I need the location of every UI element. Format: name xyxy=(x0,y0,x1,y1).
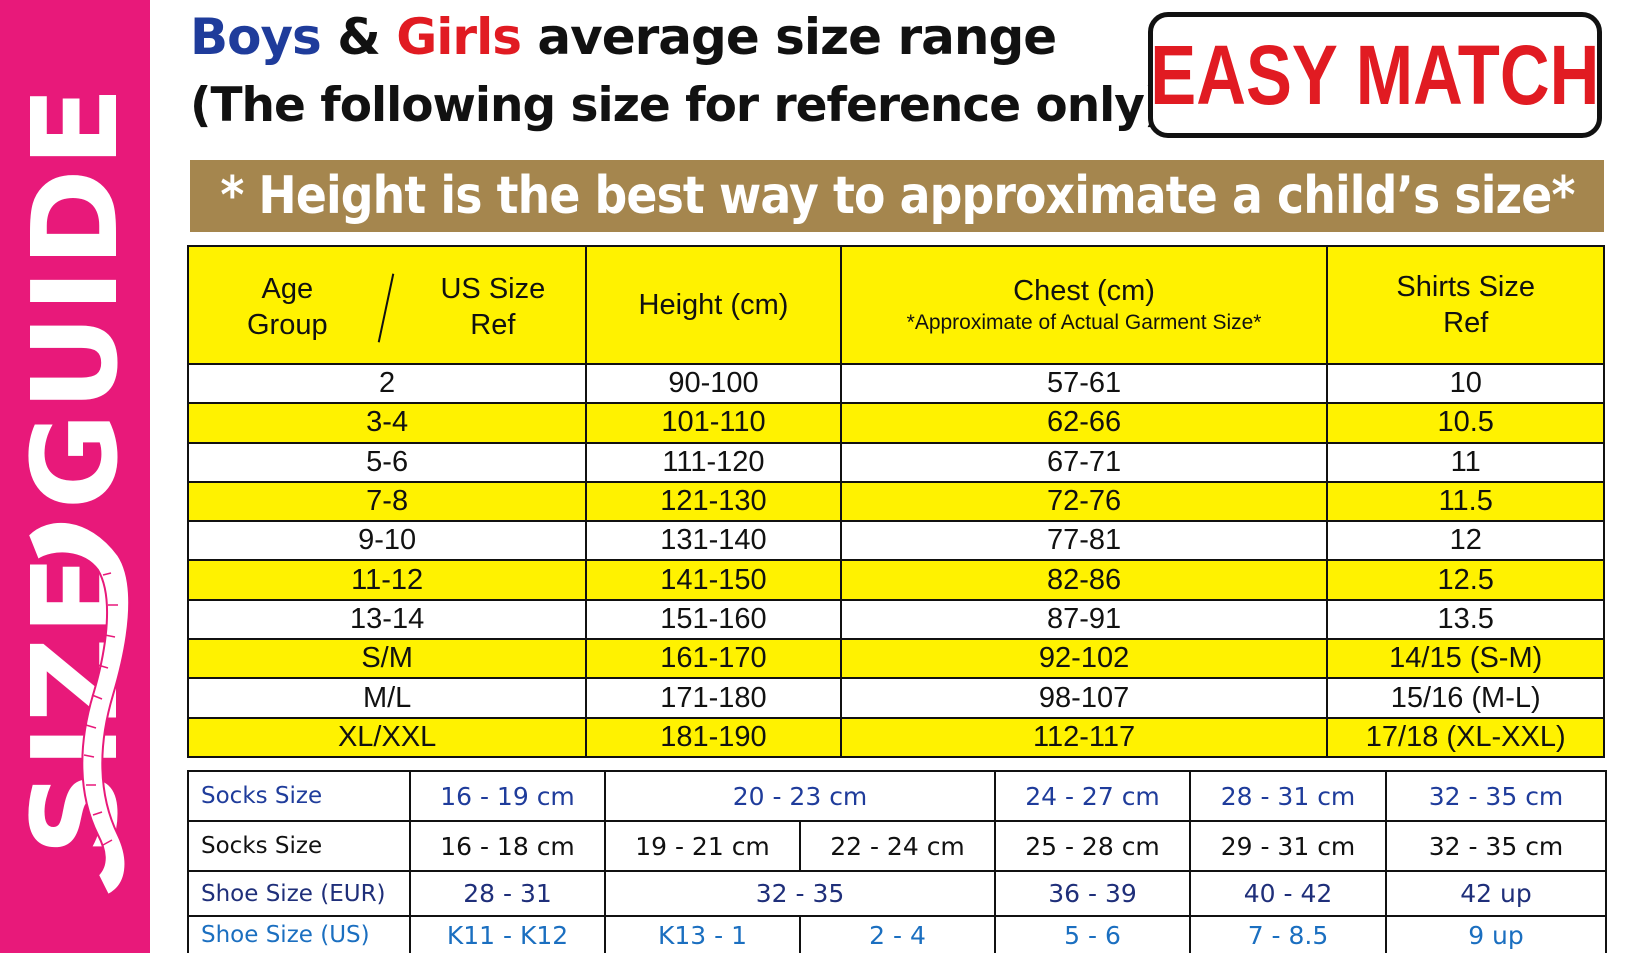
easy-match-text: EASY MATCH xyxy=(1150,27,1600,122)
side-banner: SIZE GUIDE xyxy=(0,0,150,953)
header-amp: & xyxy=(320,8,397,66)
table-row: XL/XXL 181-190 112-117 17/18 (XL-XXL) xyxy=(186,716,1605,758)
table-row: Shoe Size (EUR) 28 - 31 32 - 35 36 - 39 … xyxy=(187,870,1607,917)
table-row: 7-8 121-130 72-76 11.5 xyxy=(186,480,1605,523)
header-subtitle: (The following size for reference only) xyxy=(190,78,1165,133)
table-row: S/M 161-170 92-102 14/15 (S-M) xyxy=(186,638,1605,680)
table-row: 2 90-100 57-61 10 xyxy=(186,362,1605,405)
header-shirts: Shirts Size Ref xyxy=(1326,245,1605,365)
header-chest: Chest (cm) *Approximate of Actual Garmen… xyxy=(839,245,1329,365)
header-rest: average size range xyxy=(521,8,1057,66)
table-row: 5-6 111-120 67-71 11 xyxy=(186,441,1605,483)
table-row: 3-4 101-110 62-66 10.5 xyxy=(186,402,1605,444)
measuring-tape-icon xyxy=(26,521,131,897)
header-age: Age Group xyxy=(247,273,328,341)
easy-match-badge: EASY MATCH xyxy=(1148,12,1602,138)
header-girls: Girls xyxy=(396,8,522,66)
header-title: Boys & Girls average size range xyxy=(190,8,1057,66)
socks-shoes-table: Socks Size 16 - 19 cm 20 - 23 cm 24 - 27… xyxy=(187,770,1607,953)
table-row: Socks Size 16 - 19 cm 20 - 23 cm 24 - 27… xyxy=(187,770,1607,822)
header-slash xyxy=(377,273,395,343)
header-age-us: Age Group US Size Ref xyxy=(186,245,588,365)
table-row: M/L 171-180 98-107 15/16 (M-L) xyxy=(186,677,1605,719)
table-row: Shoe Size (US) K11 - K12 K13 - 1 2 - 4 5… xyxy=(187,915,1607,953)
header-boys: Boys xyxy=(190,8,322,66)
size-table: Age Group US Size Ref Height (cm) Chest … xyxy=(186,245,1605,758)
table-row: 13-14 151-160 87-91 13.5 xyxy=(186,598,1605,641)
height-note-strip: * Height is the best way to approximate … xyxy=(190,160,1604,232)
table-row: Socks Size 16 - 18 cm 19 - 21 cm 22 - 24… xyxy=(187,820,1607,872)
table-row: 11-12 141-150 82-86 12.5 xyxy=(186,559,1605,601)
header-height: Height (cm) xyxy=(585,245,842,365)
height-note-text: * Height is the best way to approximate … xyxy=(219,166,1575,226)
table-row: 9-10 131-140 77-81 12 xyxy=(186,520,1605,562)
header-chest-note: *Approximate of Actual Garment Size* xyxy=(906,311,1262,334)
header-us-size: US Size Ref xyxy=(440,273,546,341)
